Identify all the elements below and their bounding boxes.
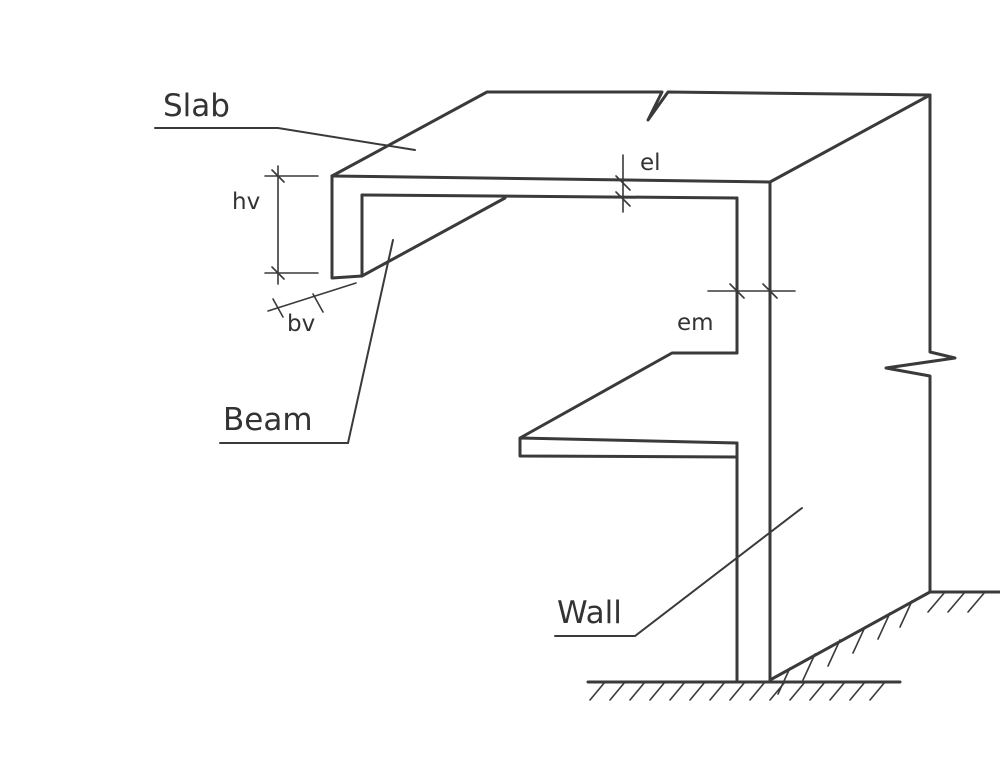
beam-bottom-edge (360, 196, 507, 278)
cantilever-bracket (518, 351, 739, 459)
dim-hv-line (264, 165, 319, 285)
slab-top-back-edge (330, 90, 932, 184)
bracket-outline (518, 351, 739, 459)
wall (735, 93, 957, 682)
wall-side-edge (884, 93, 957, 594)
slab (330, 90, 932, 200)
wall-base-diagonal (768, 590, 932, 682)
dim-bv-ticks (272, 293, 324, 318)
beam-outline (330, 174, 364, 280)
dim-em-ticks (729, 283, 778, 299)
slab-underside-edge (360, 193, 739, 200)
beam-leader-line (219, 239, 394, 444)
dim-bv-line (267, 282, 357, 312)
dimension-el: el (615, 150, 661, 213)
beam (330, 174, 507, 280)
label-em: em (677, 310, 714, 336)
wall-leader-line (554, 507, 803, 637)
label-slab: Slab (163, 88, 230, 124)
dim-hv-ticks (271, 169, 285, 280)
callout-slab: Slab (154, 88, 416, 151)
slab-leader-line (154, 127, 416, 151)
dim-el-ticks (615, 175, 631, 207)
label-wall: Wall (557, 595, 622, 631)
ground-hatch-back (927, 591, 986, 613)
callout-beam: Beam (219, 239, 394, 444)
dimension-bv: bv (267, 282, 357, 337)
ground-hatch-front (589, 681, 886, 701)
dimension-hv: hv (232, 165, 319, 285)
ground-hatching (586, 590, 1000, 701)
ground-hatch-diagonal (777, 600, 913, 695)
slab-front-edge (330, 174, 772, 184)
label-beam: Beam (223, 402, 313, 438)
dimension-em: em (677, 283, 796, 336)
label-hv: hv (232, 189, 260, 215)
label-bv: bv (287, 311, 315, 337)
label-el: el (640, 150, 661, 176)
callout-wall: Wall (554, 507, 803, 637)
